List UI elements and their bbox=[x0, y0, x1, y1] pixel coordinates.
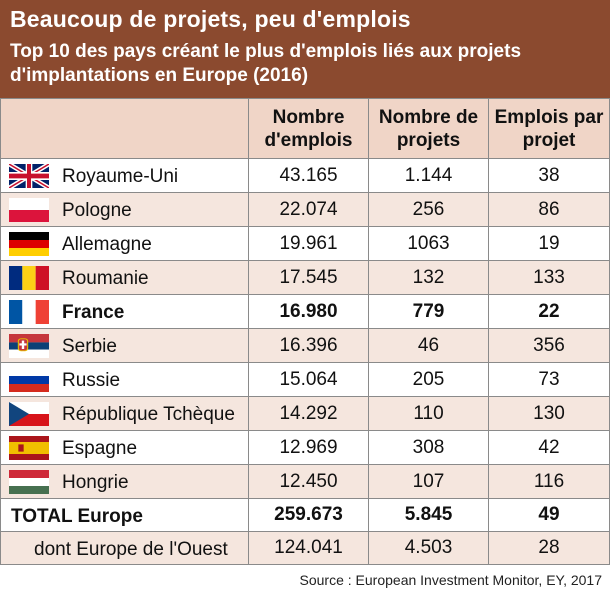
table-row: Royaume-Uni 43.165 1.144 38 bbox=[0, 158, 610, 193]
country-cell: Pologne bbox=[0, 192, 249, 227]
emplois-cell: 43.165 bbox=[248, 158, 369, 193]
hungary-flag-icon bbox=[9, 470, 49, 494]
spain-flag-icon bbox=[9, 436, 49, 460]
west-label: dont Europe de l'Ouest bbox=[34, 539, 228, 560]
projets-cell: 4.503 bbox=[368, 531, 489, 565]
country-name: Roumanie bbox=[62, 268, 149, 289]
header-corner-cell bbox=[0, 98, 249, 159]
projets-cell: 1.144 bbox=[368, 158, 489, 193]
country-cell: Hongrie bbox=[0, 464, 249, 499]
ratio-cell: 49 bbox=[488, 498, 610, 532]
projets-cell: 107 bbox=[368, 464, 489, 499]
table-row: Pologne 22.074 256 86 bbox=[0, 192, 610, 227]
poland-flag-icon bbox=[9, 198, 49, 222]
country-name: Pologne bbox=[62, 200, 132, 221]
emplois-cell: 14.292 bbox=[248, 396, 369, 431]
projets-cell: 5.845 bbox=[368, 498, 489, 532]
czech-flag-icon bbox=[9, 402, 49, 426]
table-row: Roumanie 17.545 132 133 bbox=[0, 260, 610, 295]
ratio-cell: 133 bbox=[488, 260, 610, 295]
header-projets: Nombre de projets bbox=[368, 98, 489, 159]
table-row: Espagne 12.969 308 42 bbox=[0, 430, 610, 465]
emplois-cell: 12.450 bbox=[248, 464, 369, 499]
country-cell: Allemagne bbox=[0, 226, 249, 261]
table-row: Serbie 16.396 46 356 bbox=[0, 328, 610, 363]
ratio-cell: 19 bbox=[488, 226, 610, 261]
country-cell: TOTAL Europe bbox=[0, 498, 249, 532]
table-row: Russie 15.064 205 73 bbox=[0, 362, 610, 397]
projets-cell: 46 bbox=[368, 328, 489, 363]
ratio-cell: 22 bbox=[488, 294, 610, 329]
country-name: Espagne bbox=[62, 438, 138, 459]
country-cell: Roumanie bbox=[0, 260, 249, 295]
chart-header: Beaucoup de projets, peu d'emplois Top 1… bbox=[0, 0, 610, 98]
france-flag-icon bbox=[9, 300, 49, 324]
table-row: Allemagne 19.961 1063 19 bbox=[0, 226, 610, 261]
country-name: Allemagne bbox=[62, 234, 152, 255]
germany-flag-icon bbox=[9, 232, 49, 256]
romania-flag-icon bbox=[9, 266, 49, 290]
ratio-cell: 86 bbox=[488, 192, 610, 227]
ratio-cell: 356 bbox=[488, 328, 610, 363]
emplois-cell: 12.969 bbox=[248, 430, 369, 465]
emplois-cell: 15.064 bbox=[248, 362, 369, 397]
ratio-cell: 42 bbox=[488, 430, 610, 465]
emplois-cell: 19.961 bbox=[248, 226, 369, 261]
projets-cell: 205 bbox=[368, 362, 489, 397]
country-cell: Espagne bbox=[0, 430, 249, 465]
projets-cell: 308 bbox=[368, 430, 489, 465]
country-cell: Royaume-Uni bbox=[0, 158, 249, 193]
source-note: Source : European Investment Monitor, EY… bbox=[299, 572, 602, 588]
country-name: République Tchèque bbox=[62, 404, 235, 425]
ratio-cell: 130 bbox=[488, 396, 610, 431]
emplois-cell: 124.041 bbox=[248, 531, 369, 565]
country-cell: République Tchèque bbox=[0, 396, 249, 431]
emplois-cell: 17.545 bbox=[248, 260, 369, 295]
emplois-cell: 16.396 bbox=[248, 328, 369, 363]
serbia-flag-icon bbox=[9, 334, 49, 358]
ratio-cell: 116 bbox=[488, 464, 610, 499]
ratio-cell: 38 bbox=[488, 158, 610, 193]
country-name: Hongrie bbox=[62, 472, 129, 493]
country-name: Russie bbox=[62, 370, 121, 391]
country-cell: France bbox=[0, 294, 249, 329]
emplois-cell: 22.074 bbox=[248, 192, 369, 227]
header-ratio: Emplois par projet bbox=[488, 98, 610, 159]
data-table: Nombre d'emplois Nombre de projets Emplo… bbox=[0, 98, 610, 565]
header-emplois: Nombre d'emplois bbox=[248, 98, 369, 159]
country-name: Serbie bbox=[62, 336, 117, 357]
chart-title: Beaucoup de projets, peu d'emplois bbox=[10, 6, 411, 32]
emplois-cell: 259.673 bbox=[248, 498, 369, 532]
country-cell: Russie bbox=[0, 362, 249, 397]
chart-subtitle: Top 10 des pays créant le plus d'emplois… bbox=[10, 41, 522, 86]
total-label: TOTAL Europe bbox=[11, 506, 143, 527]
west-europe-row: dont Europe de l'Ouest 124.041 4.503 28 bbox=[0, 531, 610, 565]
table-row: République Tchèque 14.292 110 130 bbox=[0, 396, 610, 431]
uk-flag-icon bbox=[9, 164, 49, 188]
table-row: France 16.980 779 22 bbox=[0, 294, 610, 329]
emplois-cell: 16.980 bbox=[248, 294, 369, 329]
projets-cell: 256 bbox=[368, 192, 489, 227]
projets-cell: 1063 bbox=[368, 226, 489, 261]
ratio-cell: 28 bbox=[488, 531, 610, 565]
country-cell: dont Europe de l'Ouest bbox=[0, 531, 249, 565]
table-row: Hongrie 12.450 107 116 bbox=[0, 464, 610, 499]
country-cell: Serbie bbox=[0, 328, 249, 363]
projets-cell: 779 bbox=[368, 294, 489, 329]
country-name: France bbox=[62, 302, 125, 323]
country-name: Royaume-Uni bbox=[62, 166, 179, 187]
table-header-row: Nombre d'emplois Nombre de projets Emplo… bbox=[0, 98, 610, 159]
total-row: TOTAL Europe 259.673 5.845 49 bbox=[0, 498, 610, 532]
projets-cell: 132 bbox=[368, 260, 489, 295]
projets-cell: 110 bbox=[368, 396, 489, 431]
russia-flag-icon bbox=[9, 368, 49, 392]
ratio-cell: 73 bbox=[488, 362, 610, 397]
